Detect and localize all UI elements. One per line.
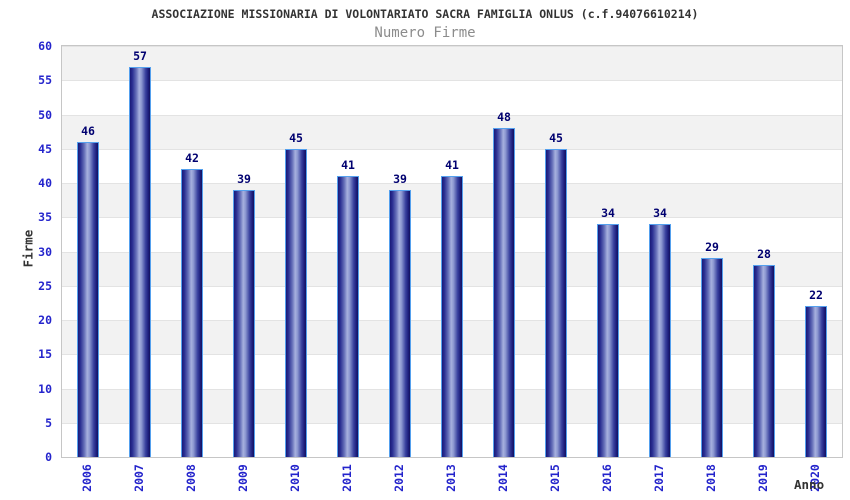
x-tick-label-2018: 2018 — [691, 458, 731, 498]
bar-2006 — [77, 142, 99, 457]
bar-2013 — [441, 176, 463, 457]
bar-value-label: 42 — [185, 151, 199, 165]
grid-band — [62, 46, 842, 81]
bar-2008 — [181, 169, 203, 457]
x-tick-label-2019: 2019 — [743, 458, 783, 498]
x-tick-label-2014: 2014 — [483, 458, 523, 498]
x-tick-label-text: 2015 — [547, 464, 562, 492]
y-tick-label: 60 — [38, 39, 52, 53]
bar-value-label: 39 — [393, 172, 407, 186]
x-tick-label-text: 2011 — [339, 464, 354, 492]
bar-value-label: 22 — [809, 288, 823, 302]
bar-2014 — [493, 128, 515, 457]
bar-value-label: 45 — [289, 131, 303, 145]
bar-2015 — [545, 149, 567, 457]
bar-value-label: 29 — [705, 240, 719, 254]
y-tick-label: 40 — [38, 176, 52, 190]
x-axis-title: Anno — [794, 477, 825, 492]
x-tick-label-2008: 2008 — [171, 458, 211, 498]
x-tick-label-text: 2014 — [495, 464, 510, 492]
bar-value-label: 46 — [81, 124, 95, 138]
x-tick-label-2009: 2009 — [223, 458, 263, 498]
y-tick-label: 35 — [38, 210, 52, 224]
bar-value-label: 41 — [445, 158, 459, 172]
x-tick-label-text: 2012 — [391, 464, 406, 492]
bar-2009 — [233, 190, 255, 457]
x-tick-label-text: 2008 — [183, 464, 198, 492]
bar-value-label: 39 — [237, 172, 251, 186]
bar-value-label: 41 — [341, 158, 355, 172]
x-tick-label-2007: 2007 — [119, 458, 159, 498]
grid-band — [62, 114, 842, 149]
bar-value-label: 48 — [497, 110, 511, 124]
chart-title: ASSOCIAZIONE MISSIONARIA DI VOLONTARIATO… — [151, 7, 699, 21]
x-tick-label-text: 2007 — [131, 464, 146, 492]
chart-subtitle: Numero Firme — [374, 25, 476, 41]
x-tick-label-2017: 2017 — [639, 458, 679, 498]
x-tick-label-2015: 2015 — [535, 458, 575, 498]
x-tick-label-2013: 2013 — [431, 458, 471, 498]
bar-2018 — [701, 258, 723, 457]
y-tick-label: 45 — [38, 142, 52, 156]
y-tick-label: 50 — [38, 108, 52, 122]
bar-value-label: 57 — [133, 49, 147, 63]
x-tick-label-2012: 2012 — [379, 458, 419, 498]
bar-2017 — [649, 224, 671, 457]
bar-value-label: 28 — [757, 247, 771, 261]
y-tick-label: 0 — [45, 450, 52, 464]
x-tick-label-text: 2013 — [443, 464, 458, 492]
x-tick-label-text: 2019 — [755, 464, 770, 492]
x-tick-label-text: 2016 — [599, 464, 614, 492]
x-tick-label-2010: 2010 — [275, 458, 315, 498]
bar-2019 — [753, 265, 775, 457]
bar-value-label: 34 — [653, 206, 667, 220]
x-tick-label-text: 2010 — [287, 464, 302, 492]
y-tick-label: 55 — [38, 73, 52, 87]
bar-2010 — [285, 149, 307, 457]
bar-2020 — [805, 306, 827, 457]
bar-2011 — [337, 176, 359, 457]
y-tick-label: 20 — [38, 313, 52, 327]
y-tick-label: 25 — [38, 279, 52, 293]
chart-plot-area: 46 57 42 39 45 41 39 41 48 45 34 34 29 28 22 — [61, 45, 843, 458]
x-tick-label-text: 2018 — [703, 464, 718, 492]
y-tick-label: 5 — [45, 416, 52, 430]
bar-value-label: 45 — [549, 131, 563, 145]
y-tick-label: 30 — [38, 245, 52, 259]
y-tick-label: 15 — [38, 347, 52, 361]
y-tick-label: 10 — [38, 382, 52, 396]
x-tick-label-2006: 2006 — [67, 458, 107, 498]
x-tick-label-2011: 2011 — [327, 458, 367, 498]
x-tick-label-text: 2006 — [79, 464, 94, 492]
bar-value-label: 34 — [601, 206, 615, 220]
x-tick-label-2016: 2016 — [587, 458, 627, 498]
bar-2007 — [129, 67, 151, 457]
bar-2016 — [597, 224, 619, 457]
x-tick-label-text: 2009 — [235, 464, 250, 492]
bar-2012 — [389, 190, 411, 457]
grid-band — [62, 80, 842, 115]
x-tick-label-text: 2017 — [651, 464, 666, 492]
